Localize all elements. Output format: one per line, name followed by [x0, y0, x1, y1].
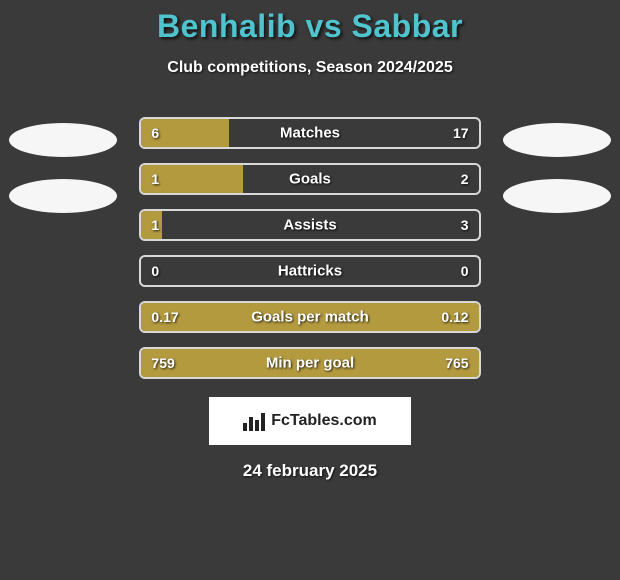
- watermark-text: FcTables.com: [271, 412, 377, 430]
- date-label: 24 february 2025: [0, 461, 620, 481]
- stat-row: 6 17 Matches: [139, 117, 480, 149]
- stat-row: 0 0 Hattricks: [139, 255, 480, 287]
- stat-label: Goals per match: [251, 309, 369, 326]
- page-title: Benhalib vs Sabbar: [0, 8, 620, 45]
- stat-value-right: 3: [461, 217, 469, 233]
- stat-value-left: 1: [151, 217, 159, 233]
- stat-label: Hattricks: [278, 263, 342, 280]
- stat-label: Goals: [289, 171, 331, 188]
- stat-label: Assists: [283, 217, 336, 234]
- stat-value-left: 6: [151, 125, 159, 141]
- subtitle: Club competitions, Season 2024/2025: [0, 59, 620, 77]
- left-player-badge-2: [9, 179, 117, 213]
- stat-value-right: 0: [461, 263, 469, 279]
- stat-value-left: 1: [151, 171, 159, 187]
- stat-bars: 6 17 Matches 1 2 Goals 1 3 Assists 0 0 Hattricks 0.1…: [139, 117, 480, 379]
- stat-value-left: 759: [151, 355, 174, 371]
- stat-value-right: 2: [461, 171, 469, 187]
- stat-value-right: 765: [445, 355, 468, 371]
- stat-row: 1 3 Assists: [139, 209, 480, 241]
- stat-value-right: 17: [453, 125, 469, 141]
- left-player-col: [6, 117, 119, 213]
- right-player-badge-1: [503, 123, 611, 157]
- stat-label: Matches: [280, 125, 340, 142]
- right-player-badge-2: [503, 179, 611, 213]
- stat-row: 0.17 0.12 Goals per match: [139, 301, 480, 333]
- bar-chart-icon: [243, 411, 265, 431]
- stat-row: 1 2 Goals: [139, 163, 480, 195]
- stat-value-right: 0.12: [441, 309, 468, 325]
- watermark[interactable]: FcTables.com: [209, 397, 411, 445]
- stat-value-left: 0: [151, 263, 159, 279]
- stat-label: Min per goal: [266, 355, 354, 372]
- stats-area: 6 17 Matches 1 2 Goals 1 3 Assists 0 0 Hattricks 0.1…: [0, 117, 620, 379]
- comparison-card: Benhalib vs Sabbar Club competitions, Se…: [0, 0, 620, 481]
- left-player-badge-1: [9, 123, 117, 157]
- stat-row: 759 765 Min per goal: [139, 347, 480, 379]
- right-player-col: [501, 117, 614, 213]
- stat-value-left: 0.17: [151, 309, 178, 325]
